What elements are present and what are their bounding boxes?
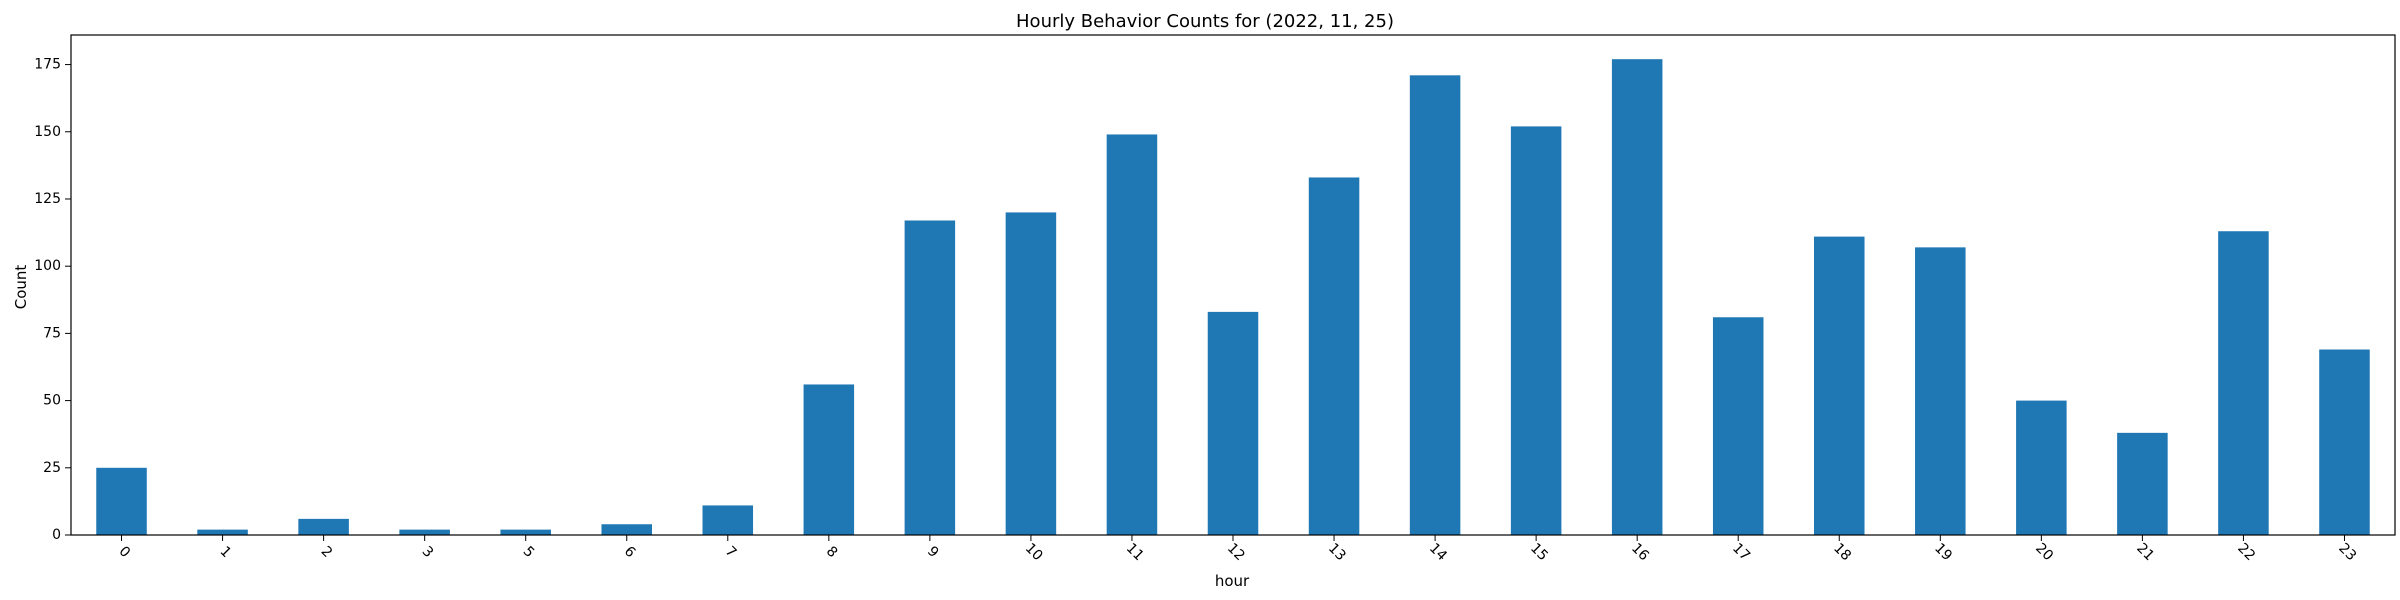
- bars-group: [96, 59, 2370, 536]
- x-tick-label: 6: [621, 543, 639, 561]
- bar-hour-6: [601, 524, 652, 535]
- y-tick-label: 100: [34, 258, 61, 274]
- bar-hour-22: [2218, 231, 2269, 535]
- bar-hour-16: [1611, 59, 1663, 536]
- bar-hour-17: [1712, 317, 1764, 535]
- x-tick-label: 21: [2133, 540, 2157, 564]
- bar-hour-11: [1106, 134, 1158, 535]
- x-tick-label: 11: [1123, 540, 1147, 564]
- bar-hour-20: [2016, 400, 2067, 535]
- bar-hour-15: [1510, 126, 1562, 535]
- bar-hour-14: [1409, 75, 1461, 536]
- x-tick-label: 2: [318, 543, 336, 561]
- x-tick-label: 3: [419, 543, 437, 561]
- bar-hour-9: [904, 220, 956, 535]
- bar-hour-5: [500, 529, 551, 535]
- y-tick-label: 75: [43, 325, 61, 341]
- bar-hour-13: [1308, 177, 1360, 535]
- x-tick-label: 8: [823, 543, 841, 561]
- x-tick-label: 23: [2335, 540, 2359, 564]
- x-tick-label: 22: [2234, 540, 2258, 564]
- y-tick-label: 50: [43, 393, 61, 409]
- x-tick-label: 18: [1830, 540, 1854, 564]
- x-tick-label: 14: [1426, 540, 1450, 564]
- x-tick-label: 9: [924, 543, 942, 561]
- x-tick-label: 7: [722, 543, 740, 561]
- x-tick-label: 17: [1729, 540, 1753, 564]
- x-axis: 0 1 2 3 5 6 7 8 9 10 11 12 13 14 15 16 17 18 19 20 21 22 23: [116, 535, 2359, 564]
- bar-hour-3: [399, 529, 450, 535]
- bar-hour-7: [702, 505, 754, 535]
- bar-hour-12: [1207, 311, 1259, 535]
- x-tick-label: 19: [1931, 540, 1955, 564]
- bar-hour-10: [1005, 212, 1057, 535]
- bar-hour-21: [2117, 432, 2168, 535]
- y-tick-label: 175: [34, 57, 61, 73]
- x-tick-label: 12: [1224, 540, 1248, 564]
- x-tick-label: 0: [116, 543, 134, 561]
- y-tick-label: 0: [52, 527, 61, 543]
- y-tick-label: 125: [34, 191, 61, 207]
- x-tick-label: 20: [2032, 540, 2056, 564]
- bar-hour-1: [197, 529, 248, 535]
- bar-hour-2: [298, 518, 349, 535]
- y-axis-label: Count: [12, 265, 30, 310]
- bar-hour-23: [2319, 349, 2370, 535]
- y-tick-label: 150: [34, 124, 61, 140]
- chart-title: Hourly Behavior Counts for (2022, 11, 25…: [1016, 11, 1394, 32]
- x-tick-label: 10: [1022, 540, 1046, 564]
- x-axis-label: hour: [1215, 572, 1250, 590]
- x-tick-label: 5: [520, 543, 538, 561]
- bar-hour-19: [1915, 247, 1966, 535]
- y-axis: 0 25 50 75 100 125 150 175: [34, 57, 71, 543]
- bar-hour-8: [803, 384, 855, 535]
- x-tick-label: 1: [217, 543, 235, 561]
- x-tick-label: 13: [1325, 540, 1349, 564]
- x-tick-label: 15: [1527, 540, 1551, 564]
- bar-hour-0: [96, 467, 147, 535]
- y-tick-label: 25: [43, 460, 61, 476]
- x-tick-label: 16: [1628, 540, 1652, 564]
- bar-hour-18: [1814, 236, 1865, 535]
